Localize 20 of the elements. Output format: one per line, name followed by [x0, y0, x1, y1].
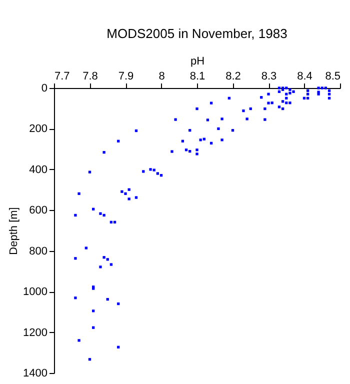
x-tick-label: 8.4 — [297, 70, 312, 82]
x-tick-label: 8 — [158, 70, 165, 82]
y-tick-label: 200 — [29, 123, 48, 136]
x-tick-label: 8.5 — [325, 70, 340, 82]
x-axis-title: pH — [190, 56, 205, 68]
y-tick-label: 0 — [41, 82, 48, 94]
y-tick-label: 1400 — [23, 368, 48, 380]
x-tick-label: 7.9 — [118, 70, 134, 82]
y-axis-title: Depth [m] — [8, 207, 20, 255]
x-tick-label: 8.1 — [190, 70, 206, 82]
y-tick-label: 400 — [29, 164, 48, 176]
x-tick-label: 7.7 — [54, 70, 70, 82]
x-tick-label: 7.8 — [82, 70, 98, 82]
y-tick-label: 800 — [29, 245, 48, 258]
chart-title: MODS2005 in November, 1983 — [106, 26, 288, 41]
y-tick-label: 1200 — [23, 326, 48, 339]
y-tick-label: 600 — [29, 204, 48, 217]
y-tick-label: 1000 — [23, 286, 48, 298]
x-tick-label: 8.3 — [261, 70, 277, 82]
x-tick-label: 8.2 — [226, 70, 241, 82]
